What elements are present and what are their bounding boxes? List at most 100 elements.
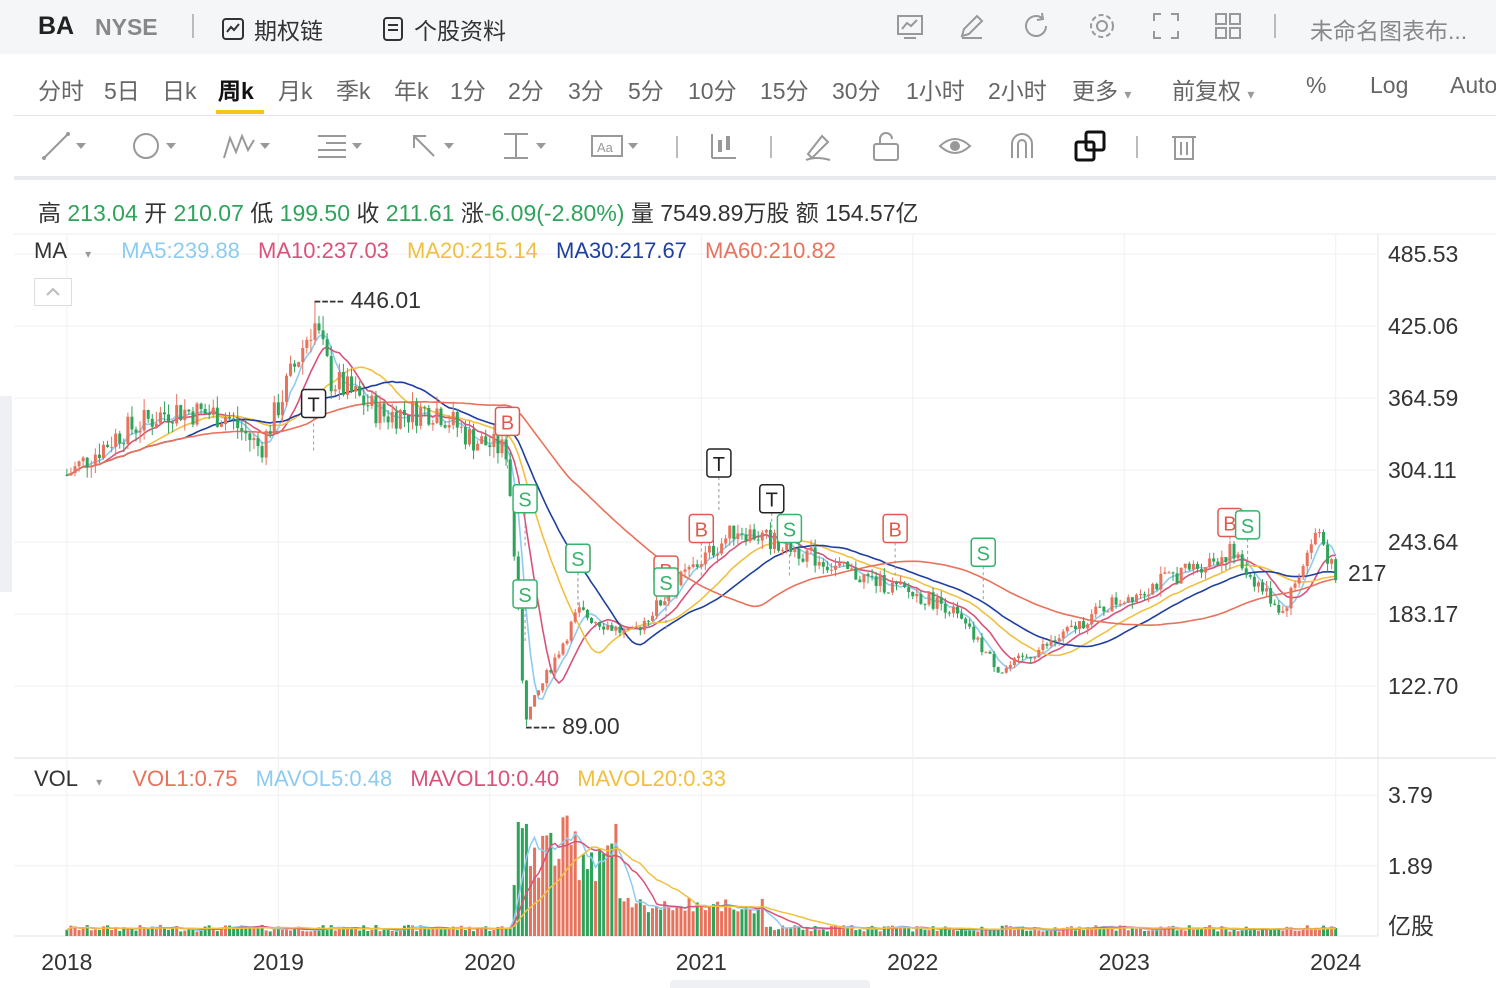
period-tab[interactable]: 分时	[38, 78, 84, 104]
period-tab[interactable]: 年k	[394, 78, 429, 104]
candle-body	[980, 637, 984, 653]
ma30-value: MA30:217.67	[556, 238, 687, 263]
candle-body	[528, 706, 532, 720]
candle-body	[419, 407, 423, 426]
candle-body	[1163, 572, 1167, 574]
period-tab[interactable]: 2分	[508, 78, 544, 104]
candle-body	[439, 408, 443, 426]
volume-bar	[215, 931, 219, 936]
candle-body	[1313, 532, 1317, 545]
candle-body	[345, 376, 349, 395]
layout-name-dropdown[interactable]: 未命名图表布...	[1310, 18, 1468, 44]
price-tick-label: 485.53	[1388, 241, 1458, 267]
text-tool[interactable]: Aa	[590, 130, 638, 162]
candle-body	[1175, 573, 1179, 584]
volume-bar	[415, 931, 419, 936]
period-tab[interactable]: 10分	[688, 78, 737, 104]
volume-bar	[874, 928, 878, 936]
link-tool[interactable]	[1074, 130, 1106, 162]
delete-tool[interactable]	[1168, 130, 1200, 162]
volume-bar	[134, 930, 138, 936]
measure-tool[interactable]	[500, 130, 546, 162]
period-tab[interactable]: 30分	[832, 78, 881, 104]
pattern-tool[interactable]	[222, 130, 270, 162]
candle-body	[813, 547, 817, 566]
candle-body	[232, 418, 236, 420]
arrow-tool[interactable]	[408, 130, 454, 162]
volume-bar	[272, 928, 276, 936]
period-tab[interactable]: 月k	[278, 78, 313, 104]
candle-body	[447, 425, 451, 428]
more-periods-dropdown[interactable]: 更多 ▾	[1072, 72, 1131, 106]
candle-body	[732, 525, 736, 539]
period-tab[interactable]: 季k	[336, 78, 371, 104]
fullscreen-icon[interactable]	[1150, 10, 1182, 42]
adjust-dropdown[interactable]: 前复权 ▾	[1172, 72, 1254, 106]
svg-text:Aa: Aa	[597, 140, 614, 155]
magnet-tool[interactable]	[1006, 130, 1038, 162]
period-tab[interactable]: 3分	[568, 78, 604, 104]
lock-tool[interactable]	[870, 130, 902, 162]
log-toggle[interactable]: Log	[1370, 72, 1409, 98]
period-tab[interactable]: 1小时	[906, 78, 965, 104]
volume-bar	[1000, 925, 1004, 936]
collapse-button[interactable]	[34, 278, 72, 306]
candle-body	[858, 579, 862, 583]
volume-bar	[77, 929, 81, 936]
stock-profile-link[interactable]: 个股资料	[380, 12, 506, 46]
bottom-panel-handle[interactable]	[670, 980, 870, 988]
divider	[14, 176, 1496, 180]
candle-tool[interactable]	[708, 130, 740, 162]
price-tick-label: 122.70	[1388, 673, 1458, 699]
marker-box	[706, 448, 732, 478]
period-tab[interactable]: 15分	[760, 78, 809, 104]
volume-bar	[886, 926, 890, 936]
candle-body	[996, 667, 1000, 673]
refresh-icon[interactable]	[1020, 10, 1052, 42]
volume-bar	[126, 928, 130, 936]
candle-body	[138, 430, 142, 433]
ma60-line	[66, 400, 1336, 627]
candle-body	[533, 695, 537, 707]
option-chain-link[interactable]: 期权链	[220, 12, 323, 46]
volume-bar	[171, 926, 175, 936]
period-tab-active[interactable]: 周k	[218, 78, 254, 104]
percent-toggle[interactable]: %	[1306, 72, 1327, 98]
candle-body	[1261, 582, 1265, 592]
candle-body	[744, 534, 748, 542]
line-tool[interactable]	[40, 130, 86, 162]
candle-body	[1228, 543, 1232, 562]
visibility-tool[interactable]	[938, 130, 972, 162]
candle-body	[1167, 572, 1171, 574]
candle-body	[1248, 575, 1252, 577]
edit-icon[interactable]	[956, 10, 988, 42]
ma-indicator-dropdown[interactable]: MA ▾	[34, 238, 103, 263]
period-tab[interactable]: 5日	[104, 78, 140, 104]
year-tick-label: 2024	[1310, 949, 1361, 975]
volume-bar	[655, 906, 659, 936]
period-tab[interactable]: 1分	[450, 78, 486, 104]
shape-tool[interactable]	[130, 130, 176, 162]
arrow-icon	[413, 135, 435, 157]
candle-body	[655, 600, 659, 616]
volume-bar	[268, 931, 272, 936]
vol-indicator-dropdown[interactable]: VOL ▾	[34, 766, 114, 791]
candle-body	[484, 436, 488, 446]
period-tab[interactable]: 5分	[628, 78, 664, 104]
candle-body	[398, 410, 402, 429]
volume-bar	[691, 911, 695, 936]
settings-gear-icon[interactable]	[1086, 10, 1118, 42]
volume-bar	[976, 931, 980, 936]
auto-toggle[interactable]: Auto	[1450, 72, 1496, 98]
indicator-chart-icon[interactable]	[894, 10, 926, 42]
side-panel-toggle[interactable]	[0, 396, 12, 592]
brush-tool[interactable]	[802, 130, 834, 162]
layout-grid-icon[interactable]	[1212, 10, 1244, 42]
period-tab[interactable]: 2小时	[988, 78, 1047, 104]
period-tab[interactable]: 日k	[162, 78, 197, 104]
volume-bar	[293, 928, 297, 936]
fibonacci-tool[interactable]	[316, 130, 362, 162]
volume-bar	[358, 930, 362, 936]
candle-body	[630, 627, 634, 629]
